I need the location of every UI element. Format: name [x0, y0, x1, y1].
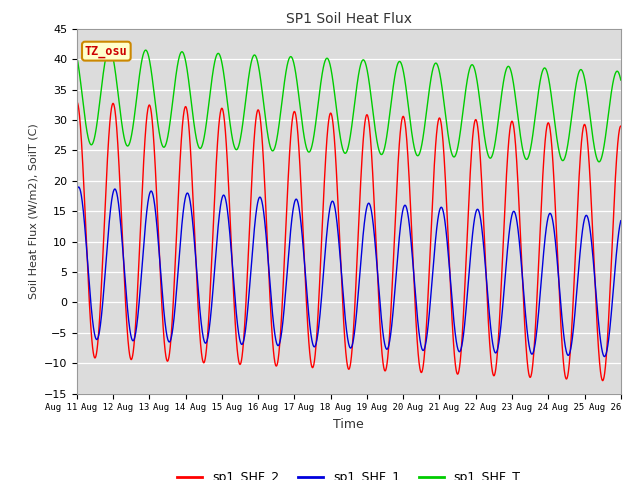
- sp1_SHF_1: [600, 354, 608, 360]
- sp1_SHF_T: [106, 46, 113, 51]
- sp1_SHF_1: [548, 213, 556, 219]
- sp1_SHF_T: [135, 76, 143, 82]
- sp1_SHF_T: [282, 72, 289, 77]
- sp1_SHF_2: [282, 234, 289, 240]
- sp1_SHF_T: [548, 96, 556, 101]
- sp1_SHF_1: [282, 289, 289, 295]
- sp1_SHF_T: [607, 96, 614, 101]
- sp1_SHF_2: [73, 99, 81, 105]
- sp1_SHF_1: [135, 301, 143, 307]
- sp1_SHF_1: [73, 188, 81, 193]
- sp1_SHF_T: [168, 109, 175, 115]
- sp1_SHF_1: [617, 218, 625, 224]
- sp1_SHF_2: [599, 378, 607, 384]
- sp1_SHF_T: [617, 77, 625, 83]
- sp1_SHF_1: [607, 320, 614, 325]
- Line: sp1_SHF_T: sp1_SHF_T: [77, 48, 621, 162]
- Line: sp1_SHF_1: sp1_SHF_1: [77, 187, 621, 357]
- sp1_SHF_1: [75, 184, 83, 190]
- Line: sp1_SHF_2: sp1_SHF_2: [77, 102, 621, 381]
- sp1_SHF_T: [305, 149, 313, 155]
- sp1_SHF_T: [595, 159, 603, 165]
- sp1_SHF_1: [305, 316, 313, 322]
- sp1_SHF_2: [167, 334, 175, 339]
- sp1_SHF_2: [135, 261, 143, 266]
- Y-axis label: Soil Heat Flux (W/m2), SoilT (C): Soil Heat Flux (W/m2), SoilT (C): [28, 123, 38, 299]
- sp1_SHF_2: [305, 341, 313, 347]
- Text: TZ_osu: TZ_osu: [85, 45, 128, 58]
- Title: SP1 Soil Heat Flux: SP1 Soil Heat Flux: [286, 12, 412, 26]
- sp1_SHF_T: [73, 53, 81, 59]
- sp1_SHF_2: [617, 123, 625, 129]
- Legend: sp1_SHF_2, sp1_SHF_1, sp1_SHF_T: sp1_SHF_2, sp1_SHF_1, sp1_SHF_T: [172, 467, 525, 480]
- sp1_SHF_2: [607, 282, 614, 288]
- sp1_SHF_2: [548, 140, 556, 145]
- X-axis label: Time: Time: [333, 418, 364, 431]
- sp1_SHF_1: [168, 335, 175, 340]
